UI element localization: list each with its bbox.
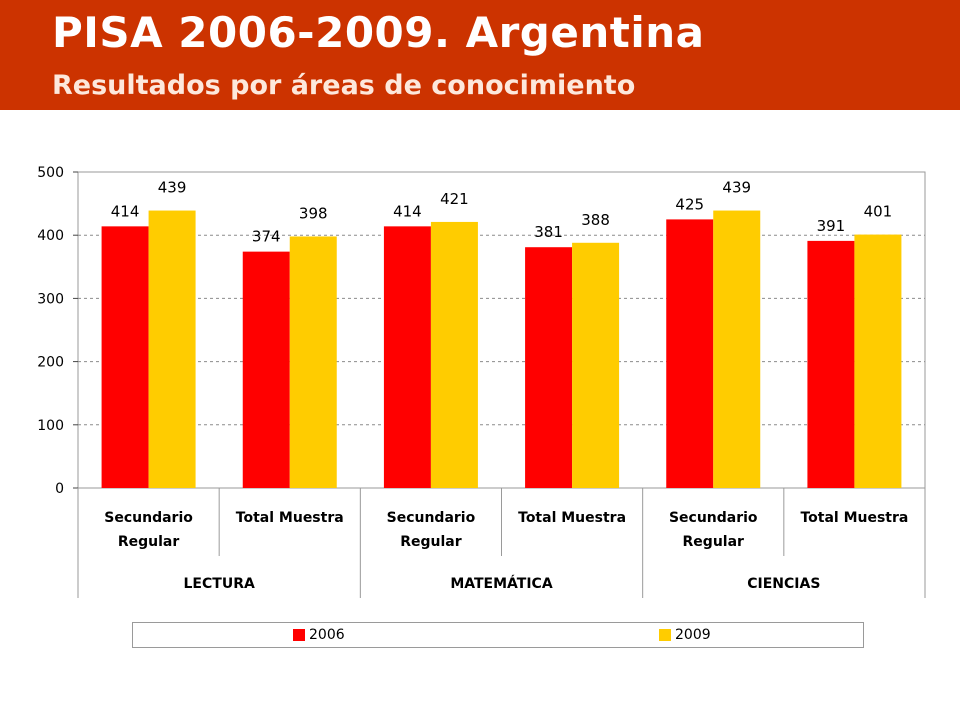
y-tick-label: 400 [37,228,64,244]
legend-label-2006: 2006 [309,627,345,643]
data-label-2006: 414 [393,202,422,220]
x-tick-label: Secundario Regular [104,510,193,550]
data-label-2006: 374 [252,228,281,246]
data-label-2006: 381 [534,223,563,241]
x-tick-label: Total Muestra [800,510,908,526]
bar-2006 [666,219,714,488]
data-label-2006: 414 [111,202,140,220]
plot-frame [77,171,926,489]
x-tick-label: Total Muestra [236,510,344,526]
y-tick-label: 300 [37,291,64,307]
x-group-label: MATEMÁTICA [450,575,553,592]
data-label-2006: 391 [817,217,846,235]
x-tick-label: Secundario Regular [387,510,476,550]
y-tick-label: 100 [37,418,64,434]
data-label-2009: 401 [864,203,893,221]
data-label-2009: 421 [440,190,469,208]
x-tick-label: Total Muestra [518,510,626,526]
bar-2006 [525,247,573,488]
bar-2009 [713,210,761,488]
bar-2009 [289,236,337,488]
legend-swatch-2006 [293,629,305,641]
legend-swatch-2009 [659,629,671,641]
data-label-2009: 439 [722,179,751,197]
chart-legend: 2006 2009 [132,622,864,648]
legend-item-2009: 2009 [659,626,711,644]
bar-2006 [383,226,431,489]
legend-label-2009: 2009 [675,627,711,643]
bar-2006 [807,240,855,488]
bar-2009 [430,221,478,489]
data-label-2009: 439 [158,179,187,197]
bar-2006 [101,226,149,489]
x-group-label: LECTURA [184,576,255,592]
page-subtitle: Resultados por áreas de conocimiento [52,70,636,101]
data-label-2006: 425 [675,195,704,213]
y-tick-label: 200 [37,355,64,371]
legend-item-2006: 2006 [293,626,345,644]
bar-2009 [148,210,196,488]
page-title: PISA 2006-2009. Argentina [52,8,705,57]
data-label-2009: 388 [581,211,610,229]
bar-2009 [572,242,620,488]
y-tick-label: 500 [37,165,64,181]
x-group-label: CIENCIAS [747,576,820,592]
bar-2006 [242,251,290,488]
data-label-2009: 398 [299,204,328,222]
y-tick-label: 0 [55,481,64,497]
bar-2009 [854,234,902,488]
title-banner: PISA 2006-2009. Argentina Resultados por… [0,0,960,110]
x-tick-label: Secundario Regular [669,510,758,550]
